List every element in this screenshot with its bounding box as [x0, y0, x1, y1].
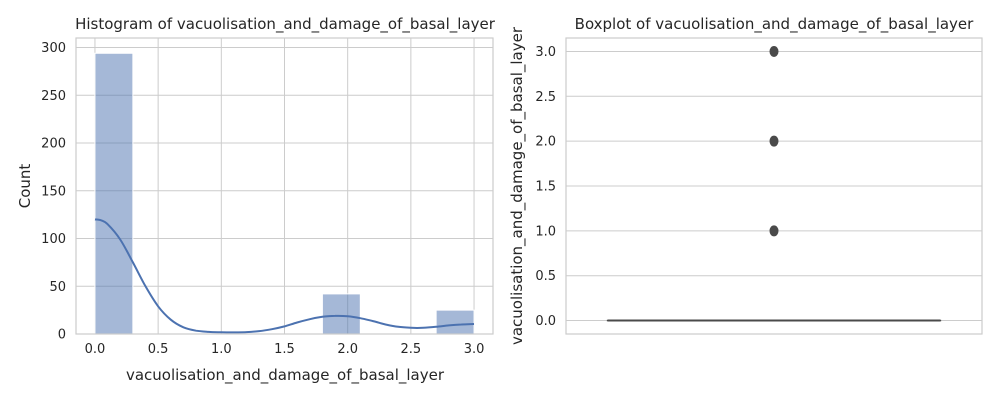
histogram-bar: [321, 293, 361, 335]
boxplot-frame: [565, 37, 983, 335]
histogram-grid: [76, 38, 493, 335]
boxplot-y-ticks: 0.0 0.5 1.0 1.5 2.0 2.5 3.0: [535, 45, 556, 329]
histogram-y-tick-label: 100: [41, 232, 66, 247]
histogram-y-ticks: 0 50 100 150 200 250 300: [41, 41, 66, 342]
histogram-y-tick-label: 0: [58, 328, 66, 343]
boxplot-outlier-point: [769, 135, 779, 147]
histogram-x-tick-label: 1.0: [211, 342, 232, 357]
histogram-x-tick-label: 1.5: [274, 342, 295, 357]
boxplot-title: Boxplot of vacuolisation_and_damage_of_b…: [575, 15, 974, 34]
histogram-y-label: Count: [16, 164, 34, 209]
boxplot-y-tick-label: 0.0: [535, 314, 556, 329]
histogram-y-tick-label: 250: [41, 89, 66, 104]
boxplot-y-tick-label: 3.0: [535, 45, 556, 60]
histogram-x-tick-label: 2.5: [401, 342, 422, 357]
boxplot-panel: Boxplot of vacuolisation_and_damage_of_b…: [508, 15, 983, 345]
histogram-bar: [94, 52, 134, 335]
boxplot-outlier-point: [769, 45, 779, 57]
histogram-y-tick-label: 200: [41, 137, 66, 152]
histogram-y-tick-label: 50: [49, 280, 66, 295]
boxplot-marks: [606, 45, 942, 322]
histogram-bar: [435, 309, 475, 335]
histogram-x-label: vacuolisation_and_damage_of_basal_layer: [126, 366, 445, 385]
boxplot-outlier-point: [769, 225, 779, 237]
histogram-kde-line: [94, 218, 475, 334]
histogram-x-tick-label: 0.0: [85, 342, 106, 357]
histogram-bars: [94, 52, 475, 335]
boxplot-y-tick-label: 0.5: [535, 269, 556, 284]
histogram-title: Histogram of vacuolisation_and_damage_of…: [75, 15, 496, 34]
boxplot-y-tick-label: 1.0: [535, 224, 556, 239]
histogram-x-ticks: 0.0 0.5 1.0 1.5 2.0 2.5 3.0: [85, 342, 485, 357]
histogram-y-tick-label: 150: [41, 184, 66, 199]
histogram-frame: [75, 37, 494, 335]
histogram-x-tick-label: 0.5: [148, 342, 169, 357]
histogram-panel: Histogram of vacuolisation_and_damage_of…: [16, 15, 496, 385]
boxplot-y-label: vacuolisation_and_damage_of_basal_layer: [508, 26, 527, 345]
boxplot-y-tick-label: 2.0: [535, 135, 556, 150]
boxplot-grid: [566, 50, 982, 322]
boxplot-y-tick-label: 2.5: [535, 90, 556, 105]
histogram-x-tick-label: 3.0: [464, 342, 485, 357]
histogram-y-tick-label: 300: [41, 41, 66, 56]
histogram-x-tick-label: 2.0: [337, 342, 358, 357]
boxplot-y-tick-label: 1.5: [535, 180, 556, 195]
